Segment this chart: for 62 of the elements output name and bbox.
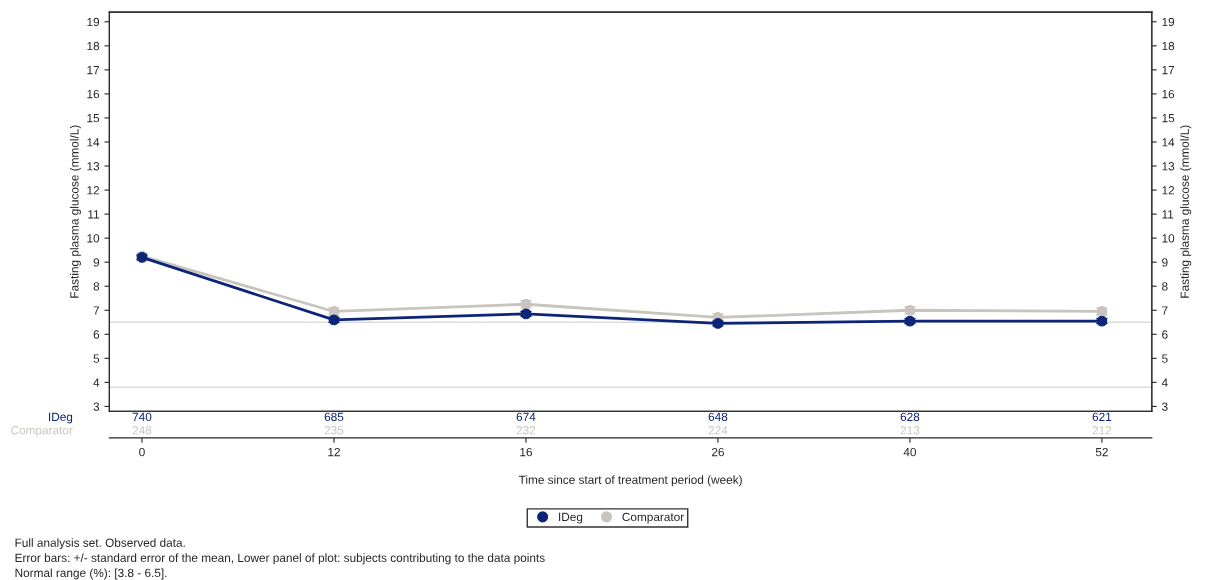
y2-tick-label: 16 — [1162, 89, 1175, 99]
y-tick-label: 8 — [93, 282, 100, 291]
y2-tick-label: 8 — [1162, 282, 1168, 291]
category-label: 26 — [711, 447, 724, 457]
y-tick-label: 15 — [87, 114, 100, 123]
legend-label: Comparator — [11, 426, 73, 437]
legend-label: IDeg — [559, 512, 583, 524]
y-tick-label: 3 — [93, 402, 100, 411]
legend-label: IDeg — [49, 412, 73, 424]
y-tick-label: 4 — [93, 378, 100, 387]
y-tick-label: 18 — [87, 41, 100, 51]
data-label: 621 — [1092, 412, 1112, 422]
y-axis-title: Fasting plasma glucose (mmol/L) — [69, 125, 81, 298]
y2-axis-title: Fasting plasma glucose (mmol/L) — [1180, 125, 1192, 298]
data-label: 674 — [516, 412, 536, 422]
y2-tick-label: 4 — [1161, 378, 1168, 387]
y2-tick-label: 7 — [1162, 306, 1168, 315]
data-label: 224 — [708, 426, 728, 435]
y2-tick-label: 13 — [1162, 162, 1175, 171]
y2-tick-label: 15 — [1162, 114, 1175, 123]
y-tick-label: 17 — [87, 66, 100, 75]
y-tick-label: 12 — [87, 186, 100, 195]
y-tick-label: 7 — [93, 306, 100, 315]
data-label: 740 — [132, 412, 152, 422]
y-tick-label: 14 — [87, 138, 100, 147]
y-tick-label: 16 — [87, 89, 100, 99]
data-label: 235 — [324, 426, 344, 435]
data-label: 648 — [708, 412, 728, 422]
data-label: 628 — [900, 412, 920, 422]
y-tick-label: 19 — [87, 17, 100, 27]
data-label: 213 — [900, 426, 920, 435]
data-label: 232 — [516, 426, 536, 435]
y-tick-label: 11 — [88, 210, 100, 219]
data-label: 212 — [1092, 426, 1112, 435]
y-tick-label: 10 — [87, 234, 100, 243]
y2-tick-label: 14 — [1162, 138, 1175, 147]
text: Full analysis set. Observed data. — [15, 538, 185, 550]
category-label: 12 — [328, 447, 340, 457]
y2-tick-label: 6 — [1162, 330, 1168, 339]
text: Error bars: +/- standard error of the mean, Lower panel of plot: subjects contributing to the data points — [15, 553, 545, 565]
y2-tick-label: 12 — [1162, 186, 1175, 195]
y2-tick-label: 17 — [1162, 66, 1175, 75]
legend-label: Comparator — [622, 512, 684, 524]
category-label: 0 — [139, 447, 145, 457]
category-label: 16 — [520, 447, 532, 457]
y2-tick-label: 18 — [1162, 41, 1175, 51]
y2-tick-label: 10 — [1162, 234, 1175, 243]
y2-tick-label: 3 — [1161, 402, 1168, 411]
y-tick-label: 5 — [93, 354, 100, 363]
y2-tick-label: 11 — [1162, 210, 1174, 219]
data-label: 248 — [132, 426, 152, 435]
y-tick-label: 6 — [93, 330, 100, 339]
text: Normal range (%): [3.8 - 6.5]. — [15, 568, 167, 580]
category-label: 40 — [903, 447, 917, 457]
data-label: 685 — [324, 412, 344, 422]
y-tick-label: 13 — [87, 162, 100, 171]
y2-tick-label: 19 — [1162, 17, 1175, 27]
category-label: 52 — [1095, 447, 1108, 457]
y-tick-label: 9 — [93, 258, 100, 267]
text: Time since start of treatment period (week) — [518, 475, 742, 487]
y2-tick-label: 9 — [1162, 258, 1168, 267]
y2-tick-label: 5 — [1162, 354, 1168, 363]
